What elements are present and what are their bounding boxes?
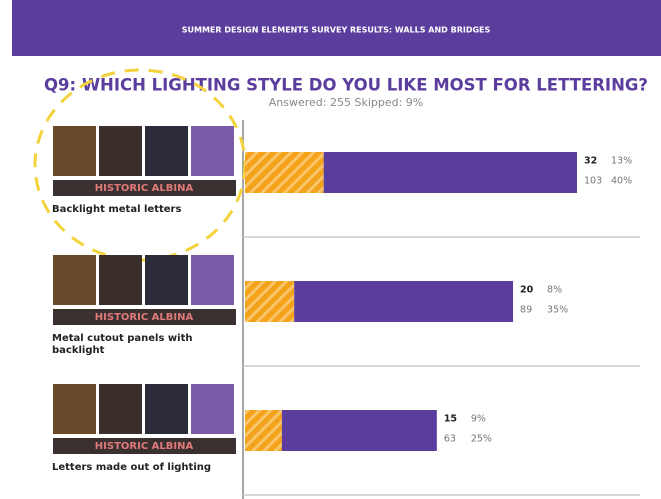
photo-tile [99, 384, 142, 434]
share-label: 35% [547, 305, 568, 316]
value-label: 20 [520, 285, 534, 296]
value-label: 63 [444, 434, 456, 445]
bar-segment [281, 410, 437, 451]
photo-tile [53, 255, 96, 305]
share-label: 9% [471, 414, 486, 425]
photo-tile [53, 126, 96, 176]
photo-caption: HISTORIC ALBINA [95, 441, 194, 452]
share-label: 40% [611, 176, 632, 187]
photo-tile [99, 255, 142, 305]
header-band [12, 0, 661, 56]
caption-strip [53, 180, 236, 196]
value-label: 15 [444, 414, 457, 425]
photo-caption: HISTORIC ALBINA [95, 183, 194, 194]
category-label: Metal cutout panels with backlight [52, 333, 193, 356]
photo-tile [99, 126, 142, 176]
subtitle: Answered: 255 Skipped: 9% [269, 96, 424, 109]
bar-segment [245, 410, 282, 451]
bar-segment [245, 281, 295, 322]
bar-segment [323, 152, 577, 193]
category-label: Letters made out of lighting [52, 462, 212, 473]
chart-title: Q9: WHICH LIGHTING STYLE DO YOU LIKE MOS… [44, 76, 648, 95]
bar-segment [245, 152, 324, 193]
share-label: 8% [547, 285, 562, 296]
photo-tile [145, 126, 188, 176]
photo-tile [191, 384, 234, 434]
photo-caption: HISTORIC ALBINA [95, 312, 194, 323]
category-label: Backlight metal letters [52, 204, 182, 215]
share-label: 25% [471, 434, 492, 445]
photo-tile [53, 384, 96, 434]
header: SUMMER DESIGN ELEMENTS SURVEY RESULTS: W… [182, 26, 491, 35]
share-label: 13% [611, 156, 632, 167]
photo-tile [145, 384, 188, 434]
photo-tile [145, 255, 188, 305]
value-label: 103 [584, 176, 602, 187]
value-label: 89 [520, 305, 532, 316]
caption-strip [53, 309, 236, 325]
photo-tile [191, 126, 234, 176]
photo-tile [191, 255, 234, 305]
caption-strip [53, 438, 236, 454]
bar-segment [294, 281, 514, 322]
value-label: 32 [584, 156, 597, 167]
